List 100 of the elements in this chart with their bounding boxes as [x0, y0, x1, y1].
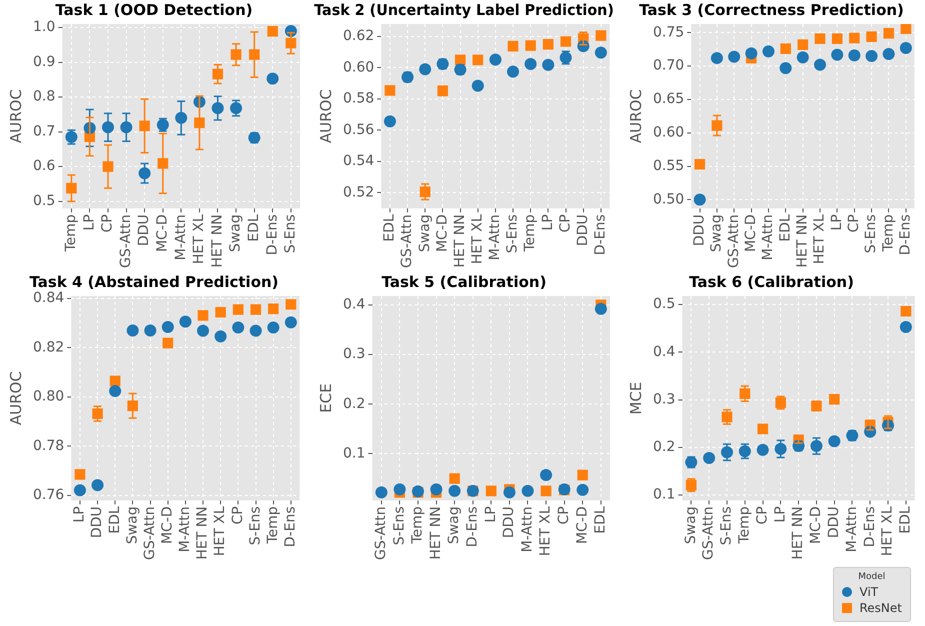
- x-tick-label: Temp: [880, 214, 896, 253]
- point: [762, 45, 774, 58]
- point: [576, 484, 589, 496]
- point: [472, 80, 484, 92]
- x-tick-label: MC-D: [742, 214, 759, 252]
- x-tick-label: EDL: [898, 506, 914, 534]
- x-tick-label: HET XL: [470, 214, 486, 264]
- x-tick-label: S-Ens: [718, 506, 735, 546]
- point: [284, 316, 297, 328]
- x-tick-label: Temp: [410, 506, 426, 545]
- y-tick-label: 0.3: [653, 391, 676, 408]
- x-tick-label: CP: [100, 214, 116, 233]
- y-axis-title: AUROC: [6, 371, 25, 426]
- x-tick-label: GS-Attn: [373, 506, 390, 560]
- chart-title: Task 6 (Calibration): [689, 272, 854, 291]
- point: [900, 42, 912, 54]
- x-tick-label: GS-Attn: [726, 214, 742, 268]
- point: [74, 484, 86, 496]
- x-tick-label: M-Attn: [172, 214, 189, 260]
- point: [883, 28, 894, 39]
- x-tick-label: M-Attn: [487, 214, 504, 260]
- point: [828, 435, 840, 448]
- y-axis-title: AUROC: [626, 89, 645, 144]
- y-tick-label: 0.84: [33, 290, 64, 306]
- point: [710, 52, 723, 64]
- y-tick-label: 0.4: [653, 344, 676, 360]
- x-tick-label: Swag: [416, 214, 433, 252]
- x-tick-label: Temp: [264, 506, 281, 545]
- x-tick-label: HET XL: [191, 214, 208, 264]
- legend-title: Model: [857, 572, 886, 582]
- x-tick-label: D-Ens: [862, 506, 878, 548]
- point: [882, 48, 895, 60]
- y-tick-label: 1.0: [33, 19, 56, 36]
- point: [250, 324, 262, 337]
- y-tick-label: 0.5: [653, 296, 676, 312]
- x-tick-label: HET XL: [880, 506, 896, 556]
- x-tick-label: Swag: [124, 506, 140, 544]
- point: [900, 306, 912, 317]
- x-tick-label: LP: [540, 214, 556, 231]
- x-tick-label: EDL: [592, 506, 609, 534]
- y-tick-label: 0.65: [653, 91, 684, 108]
- point: [866, 31, 877, 42]
- x-tick-label: LP: [828, 214, 845, 231]
- point: [694, 194, 706, 206]
- x-tick-label: HET XL: [212, 506, 228, 556]
- point: [728, 50, 740, 63]
- x-tick-label: Temp: [63, 214, 80, 253]
- point: [694, 158, 706, 170]
- x-tick-label: EDL: [382, 214, 398, 242]
- point: [831, 48, 844, 61]
- chart-title: Task 2 (Uncertainty Label Prediction): [314, 2, 614, 19]
- x-tick-label: HET NN: [428, 506, 444, 560]
- y-tick-label: 0.1: [343, 445, 366, 462]
- point: [162, 338, 174, 348]
- x-tick-label: DDU: [691, 214, 708, 246]
- chart-title: Task 4 (Abstained Prediction): [29, 272, 279, 291]
- x-tick-label: MC-D: [808, 506, 824, 544]
- x-tick-label: GS-Attn: [142, 506, 158, 560]
- point: [384, 115, 396, 128]
- x-tick-label: DDU: [574, 214, 591, 246]
- point: [384, 85, 396, 96]
- y-tick-label: 0.3: [343, 346, 366, 362]
- point: [448, 484, 461, 497]
- x-tick-label: M-Attn: [519, 506, 536, 552]
- point: [110, 376, 120, 386]
- x-tick-label: S-Ens: [282, 214, 299, 254]
- x-tick-label: LP: [482, 506, 499, 523]
- x-tick-label: MC-D: [574, 506, 590, 544]
- point: [126, 324, 139, 336]
- point: [449, 473, 460, 484]
- x-tick-label: S-Ens: [391, 506, 408, 546]
- point: [594, 46, 607, 59]
- point: [540, 486, 552, 496]
- point: [577, 470, 588, 480]
- x-tick-label: GS-Attn: [118, 214, 134, 268]
- x-tick-label: GS-Attn: [399, 214, 416, 268]
- y-axis-title: AUROC: [316, 89, 335, 144]
- point: [900, 24, 912, 34]
- y-axis-title: MCE: [626, 382, 645, 415]
- point: [266, 72, 279, 85]
- x-tick-label: LP: [81, 214, 98, 231]
- y-tick-label: 0.80: [33, 388, 64, 405]
- point: [848, 49, 860, 62]
- point: [268, 304, 279, 314]
- point: [522, 484, 534, 497]
- point: [560, 36, 572, 47]
- point: [524, 58, 537, 70]
- x-tick-label: LP: [772, 506, 788, 523]
- x-tick-label: Temp: [736, 506, 753, 545]
- point: [430, 483, 442, 496]
- y-tick-label: 0.76: [33, 487, 64, 504]
- x-tick-label: D-Ens: [592, 214, 609, 256]
- point: [503, 486, 516, 498]
- point: [507, 66, 520, 78]
- point: [375, 486, 388, 498]
- x-tick-label: M-Attn: [844, 506, 860, 552]
- x-tick-label: CP: [846, 214, 862, 233]
- x-tick-label: Swag: [682, 506, 699, 544]
- y-tick-label: 0.62: [343, 28, 374, 44]
- legend-label: ViT: [860, 585, 878, 599]
